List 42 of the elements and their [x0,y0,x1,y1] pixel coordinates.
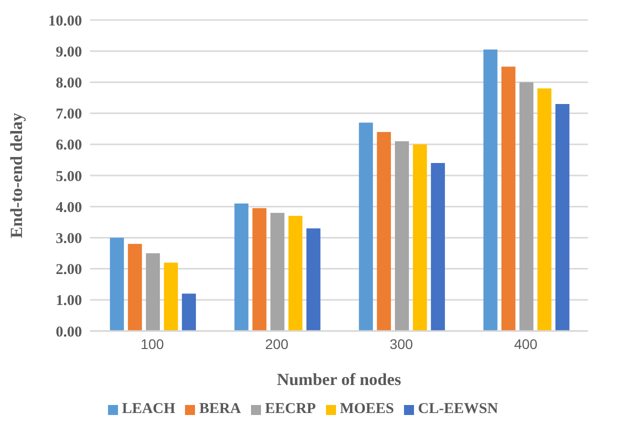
bar [164,262,178,331]
bar [483,50,498,331]
y-tick-label: 4.00 [56,200,82,216]
x-tick-label: 200 [265,336,289,352]
bar [182,294,196,331]
bar [376,132,391,331]
legend-label: LEACH [122,401,176,417]
x-axis-title: Number of nodes [276,370,402,389]
x-tick-label: 400 [514,336,538,352]
x-tick-label: 100 [140,336,164,352]
y-tick-label: 3.00 [56,231,82,248]
bar [358,122,373,331]
bar [519,82,534,331]
y-tick-label: 10.00 [48,13,82,30]
x-tick-label: 300 [390,336,414,352]
bar [501,66,516,331]
bar [430,163,445,331]
y-tick-label: 6.00 [56,138,82,154]
bar [537,88,552,331]
bar [306,228,320,331]
bar [252,208,266,331]
bar [110,238,124,331]
y-tick-label: 0.00 [56,324,82,340]
bar [555,104,570,331]
y-tick-label: 2.00 [56,262,82,278]
bar [412,144,427,331]
y-tick-label: 7.00 [56,106,82,123]
bar [288,216,302,331]
legend-label: BERA [199,401,241,417]
bar [146,253,160,331]
bar [128,244,142,331]
y-tick-label: 9.00 [56,44,82,60]
y-tick-label: 8.00 [56,76,82,92]
y-tick-label: 5.00 [56,168,82,185]
bar [270,212,284,331]
legend-label: EECRP [264,401,316,417]
y-axis-title: End-to-end delay [7,112,26,238]
bar [234,203,248,331]
legend-label: MOEES [340,401,394,417]
legend-label: CL-EEWSN [418,401,498,417]
bar [394,141,409,331]
y-tick-label: 1.00 [56,293,82,310]
